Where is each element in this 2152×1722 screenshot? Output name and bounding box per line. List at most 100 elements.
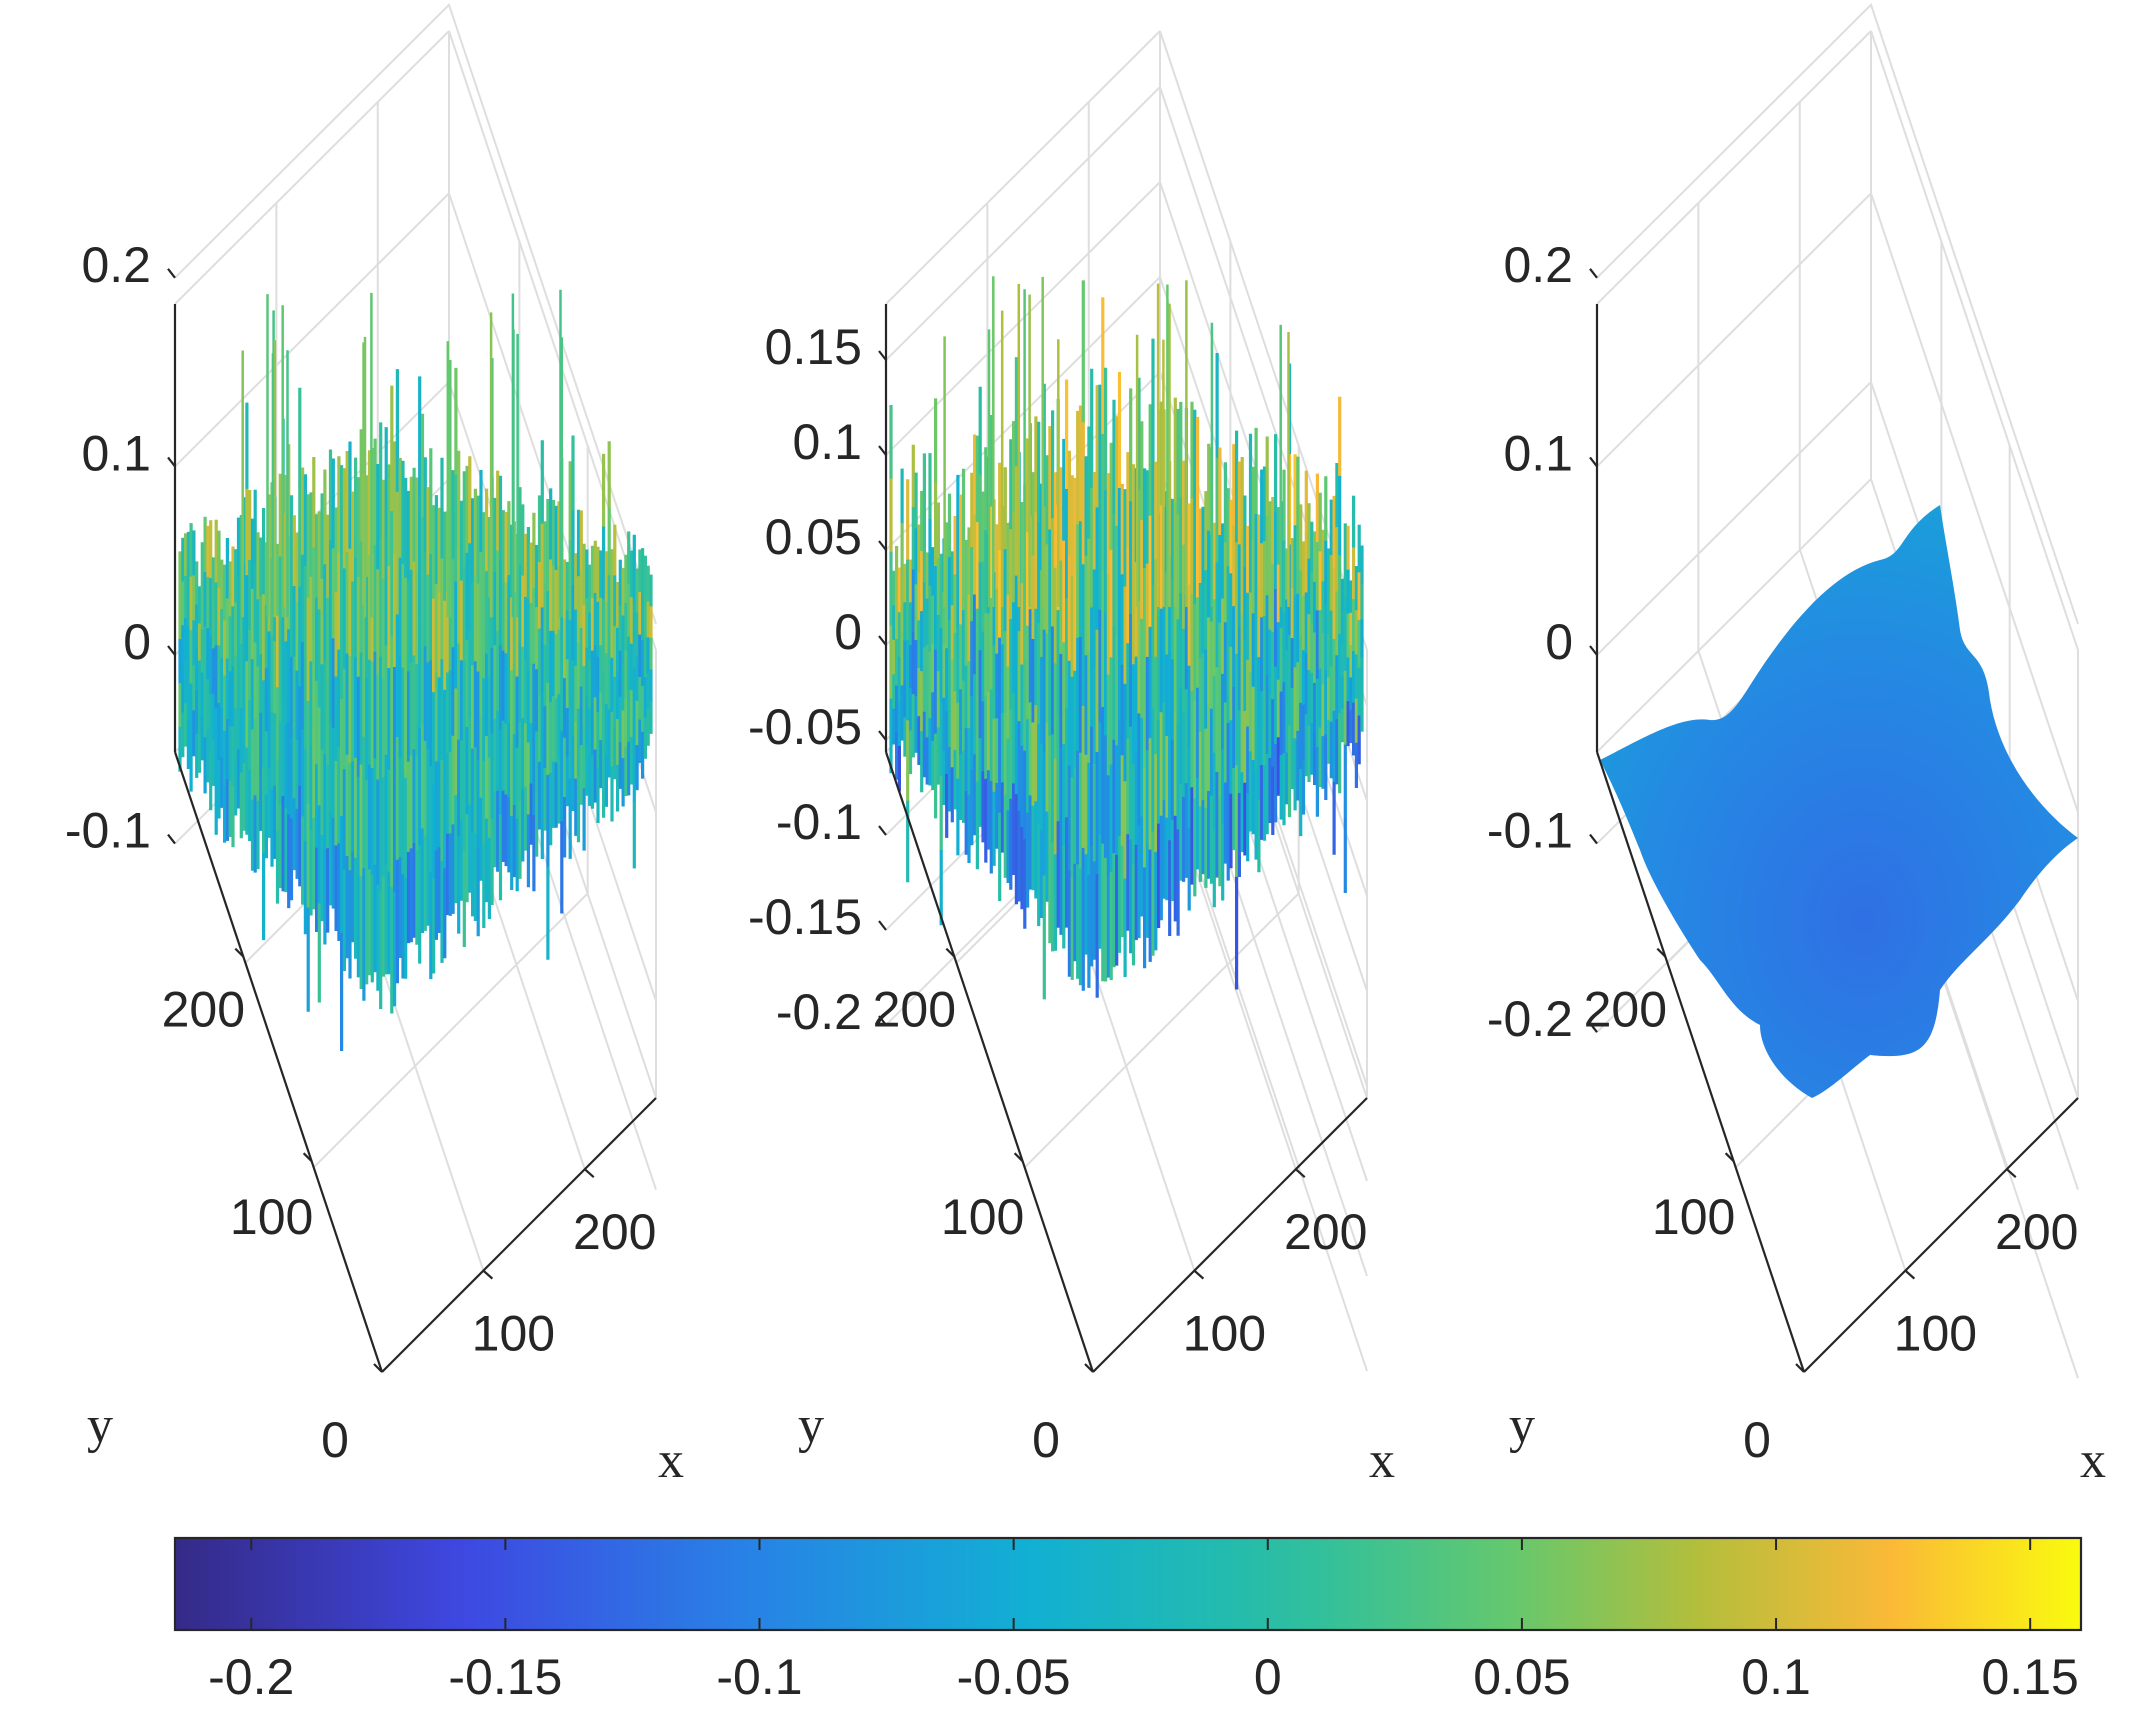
grid-line <box>1870 30 2079 651</box>
z-tick-label: -0.2 <box>776 984 862 1040</box>
x-tick-label: 200 <box>573 1204 656 1260</box>
subplots: 0.2 0.1 0 -0.1 0 100 200 100 200 y x 0.15 0.1 0.05 0 -0… <box>65 2 2106 1489</box>
grid-line <box>174 30 450 305</box>
noisy-surface-2: 0.15 0.1 0.05 0 -0.05 -0.1 -0.15 -0.2 0 100 200 100… <box>748 30 1395 1489</box>
x-tick-label: 200 <box>1284 1204 1367 1260</box>
y-tick <box>945 947 956 958</box>
y-axis-line <box>173 751 384 1373</box>
x-tick <box>1193 1269 1205 1280</box>
z-tick-label: 0.05 <box>765 509 862 565</box>
z-tick <box>1589 456 1598 468</box>
x-tick <box>2006 1168 2017 1179</box>
colorbar-gradient <box>173 1536 2083 1632</box>
x-tick-label: 100 <box>1183 1306 1266 1362</box>
z-tick-label: 0 <box>1545 614 1573 670</box>
z-tick-label: 0.1 <box>81 425 151 481</box>
y-tick-label: 200 <box>162 982 245 1038</box>
z-tick <box>878 730 887 741</box>
y-tick-label: 0 <box>321 1412 349 1468</box>
grid-line <box>885 30 1161 305</box>
axes <box>878 304 1368 1373</box>
x-tick-label: 200 <box>1995 1204 2078 1260</box>
grid-line <box>448 30 657 651</box>
grid-line <box>174 2 657 625</box>
y-axis-label: y <box>1509 1397 1535 1454</box>
z-tick <box>167 833 176 845</box>
z-tick <box>167 645 176 656</box>
y-tick-label: 0 <box>1032 1412 1060 1468</box>
grid-line <box>1596 30 1872 305</box>
z-tick-label: -0.1 <box>776 794 862 850</box>
surface <box>889 276 1364 1000</box>
colorbar-tick-label: 0 <box>1254 1649 1282 1705</box>
grid-line <box>312 892 589 1169</box>
colorbar-tick-label: -0.15 <box>448 1649 562 1705</box>
y-axis-line <box>1595 751 1806 1373</box>
y-tick <box>373 1363 383 1373</box>
grid-line <box>1023 892 1300 1169</box>
colorbar-tick-label: -0.05 <box>957 1649 1071 1705</box>
colorbar: -0.2 -0.15 -0.1 -0.05 0 0.05 0.1 0.15 <box>173 1536 2083 1705</box>
x-axis-line <box>381 1097 657 1373</box>
z-tick <box>878 920 887 931</box>
x-tick <box>1904 1269 1916 1280</box>
z-tick-label: 0.15 <box>765 319 862 375</box>
y-tick-label: 100 <box>230 1189 313 1245</box>
colorbar-tick-label: 0.05 <box>1473 1649 1570 1705</box>
y-tick <box>1724 1152 1735 1162</box>
y-axis-label: y <box>798 1397 824 1454</box>
y-axis-line <box>884 751 1095 1373</box>
x-tick <box>584 1168 595 1179</box>
z-tick <box>878 445 887 456</box>
y-tick <box>302 1152 313 1162</box>
z-tick <box>167 268 176 279</box>
z-tick-label: 0.2 <box>1503 237 1573 293</box>
x-axis-label: x <box>1369 1432 1395 1489</box>
y-tick-label: 200 <box>873 982 956 1038</box>
z-tick <box>167 456 176 468</box>
colorbar-tick-label: -0.2 <box>208 1649 294 1705</box>
x-tick-label: 100 <box>1894 1306 1977 1362</box>
z-tick <box>878 1015 887 1026</box>
x-axis-label: x <box>2080 1432 2106 1489</box>
colorbar-tick-label: 0.1 <box>1741 1649 1811 1705</box>
z-tick-label: 0 <box>834 604 862 660</box>
y-axis-label: y <box>87 1397 113 1454</box>
x-tick <box>482 1269 494 1280</box>
y-tick-label: 100 <box>1652 1189 1735 1245</box>
colorbar-tick-label: 0.15 <box>1982 1649 2079 1705</box>
z-tick <box>878 350 887 361</box>
x-tick-label: 100 <box>472 1306 555 1362</box>
y-tick-label: 100 <box>941 1189 1024 1245</box>
z-tick <box>1589 268 1598 279</box>
x-tick <box>1295 1168 1306 1179</box>
z-tick-label: 0.1 <box>792 414 862 470</box>
z-tick <box>878 540 887 551</box>
z-tick-label: -0.1 <box>1487 803 1573 859</box>
z-tick <box>1589 645 1598 656</box>
grid-line <box>1596 478 1872 753</box>
x-axis-line <box>1092 1097 1368 1373</box>
z-tick <box>878 825 887 836</box>
z-tick <box>1589 1022 1598 1033</box>
smooth-surface: 0.2 0.1 0 -0.1 -0.2 0 100 200 100 200 y x <box>1487 2 2106 1489</box>
z-tick-label: -0.1 <box>65 803 151 859</box>
y-tick <box>1013 1152 1024 1162</box>
axes <box>1589 268 2079 1373</box>
z-tick-label: 0.2 <box>81 237 151 293</box>
surface <box>1600 505 2078 1098</box>
y-tick <box>1084 1363 1094 1373</box>
grid-line <box>1596 2 2079 625</box>
z-tick-label: 0.1 <box>1503 425 1573 481</box>
noisy-surface-1: 0.2 0.1 0 -0.1 0 100 200 100 200 y x <box>65 2 684 1489</box>
x-axis-line <box>1803 1097 2079 1373</box>
y-tick <box>1656 947 1667 958</box>
z-tick-label: 0 <box>123 614 151 670</box>
axes <box>167 268 657 1373</box>
colorbar-tick-label: -0.1 <box>716 1649 802 1705</box>
z-tick-label: -0.15 <box>748 889 862 945</box>
smooth-surface-patch <box>1600 505 2078 1098</box>
z-tick-label: -0.05 <box>748 699 862 755</box>
surface <box>178 289 653 1051</box>
y-tick-label: 0 <box>1743 1412 1771 1468</box>
